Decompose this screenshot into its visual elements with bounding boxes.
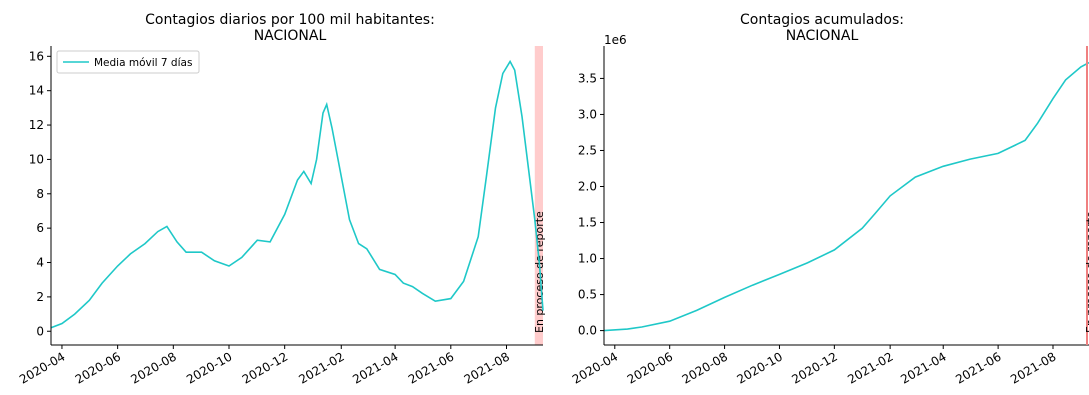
y-tick-label: 16 — [29, 49, 44, 63]
chart-left-title-line1: Contagios diarios por 100 mil habitantes… — [145, 12, 435, 28]
y-tick-label: 1.5 — [578, 216, 597, 230]
chart-right-title-line1: Contagios acumulados: — [740, 12, 904, 28]
y-tick-label: 2 — [36, 290, 44, 304]
y-axis-ticks: 0 2 4 6 8 10 12 14 16 — [29, 49, 51, 338]
series-line — [603, 61, 1089, 332]
y-tick-label: 6 — [36, 221, 44, 235]
x-tick-label: 2020-08 — [680, 349, 730, 386]
y-axis-ticks: 0.0 0.5 1.0 1.5 2.0 2.5 3.0 3.5 — [578, 71, 604, 338]
y-tick-label: 2.5 — [578, 143, 597, 157]
x-tick-label: 2020-06 — [625, 349, 675, 386]
x-tick-label: 2021-02 — [296, 349, 346, 386]
x-tick-label: 2021-06 — [406, 349, 456, 386]
chart-left: Contagios diarios por 100 mil habitantes… — [17, 12, 546, 387]
x-tick-label: 2020-04 — [17, 349, 67, 386]
x-tick-label: 2021-06 — [953, 349, 1003, 386]
y-tick-label: 1.0 — [578, 252, 597, 266]
y-tick-label: 0.0 — [578, 324, 597, 338]
x-tick-label: 2020-08 — [128, 349, 178, 386]
y-tick-label: 4 — [36, 256, 44, 270]
x-tick-label: 2020-04 — [570, 349, 620, 386]
x-tick-label: 2021-08 — [462, 349, 512, 386]
reporting-band — [534, 46, 543, 345]
x-tick-label: 2021-04 — [350, 349, 400, 386]
y-tick-label: 0.5 — [578, 288, 597, 302]
x-tick-label: 2021-02 — [845, 349, 895, 386]
y-tick-label: 14 — [29, 84, 44, 98]
y-tick-label: 12 — [29, 118, 44, 132]
x-tick-label: 2021-04 — [898, 349, 948, 386]
y-tick-label: 0 — [36, 324, 44, 338]
x-tick-label: 2020-12 — [789, 349, 839, 386]
x-axis-ticks: 2020-04 2020-06 2020-08 2020-10 2020-12 2021-… — [17, 345, 512, 387]
chart-right: Contagios acumulados: NACIONAL 1e6 0.00.… — [570, 12, 1089, 387]
series-line — [50, 59, 544, 329]
y-offset-label: 1e6 — [604, 33, 627, 47]
y-tick-label: 2.0 — [578, 179, 597, 193]
y-tick-label: 10 — [29, 152, 44, 166]
x-tick-label: 2020-12 — [240, 349, 290, 386]
legend: Media móvil 7 días — [56, 50, 200, 74]
chart-left-title-line2: NACIONAL — [254, 28, 327, 44]
y-tick-label: 3.5 — [578, 71, 597, 85]
y-tick-label: 8 — [36, 187, 44, 201]
x-tick-label: 2020-10 — [735, 349, 785, 386]
chart-right-title-line2: NACIONAL — [786, 28, 859, 44]
x-tick-label: 2020-06 — [73, 349, 123, 386]
legend-box — [56, 50, 200, 74]
reporting-band-label: En proceso de reporte — [1084, 211, 1089, 333]
y-tick-label: 3.0 — [578, 107, 597, 121]
legend-label: Media móvil 7 días — [94, 57, 192, 69]
x-axis-ticks: 2020-04 2020-06 2020-08 2020-10 2020-12 2021-… — [570, 345, 1059, 387]
x-tick-label: 2020-10 — [184, 349, 234, 386]
x-tick-label: 2021-08 — [1008, 349, 1058, 386]
